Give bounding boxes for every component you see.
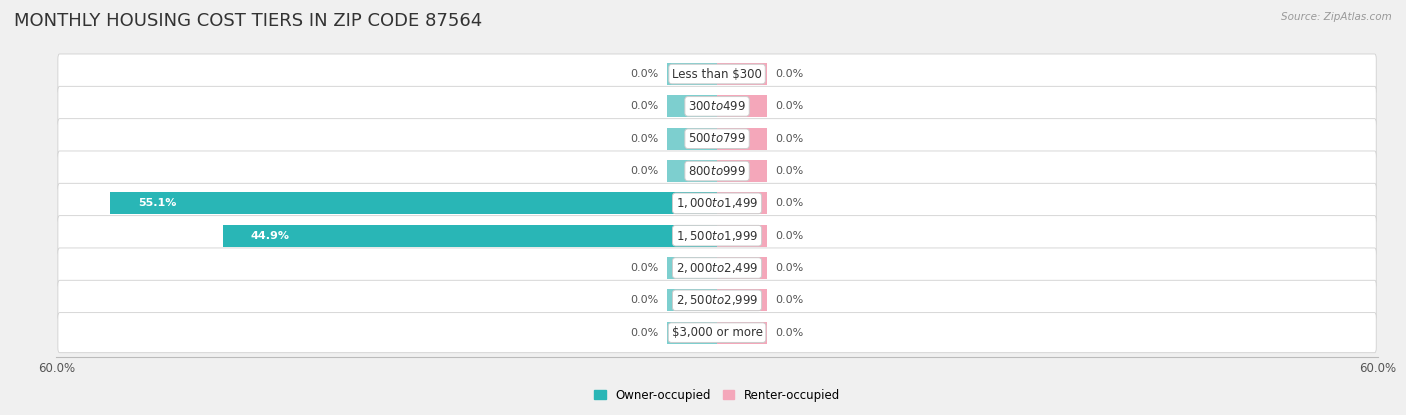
Text: 0.0%: 0.0% [776, 69, 804, 79]
Text: $1,500 to $1,999: $1,500 to $1,999 [676, 229, 758, 243]
FancyBboxPatch shape [58, 54, 1376, 94]
Text: 0.0%: 0.0% [776, 231, 804, 241]
Bar [668, 289, 717, 311]
Text: $800 to $999: $800 to $999 [688, 164, 747, 178]
FancyBboxPatch shape [58, 183, 1376, 223]
Bar [717, 225, 766, 247]
FancyBboxPatch shape [58, 312, 1376, 353]
Text: 0.0%: 0.0% [776, 295, 804, 305]
Text: 0.0%: 0.0% [630, 69, 658, 79]
Bar [668, 257, 717, 279]
Text: 0.0%: 0.0% [630, 328, 658, 338]
Bar [717, 160, 766, 182]
Text: 0.0%: 0.0% [776, 328, 804, 338]
FancyBboxPatch shape [58, 248, 1376, 288]
Bar [668, 95, 717, 117]
Bar [717, 289, 766, 311]
Text: $1,000 to $1,499: $1,000 to $1,499 [676, 196, 758, 210]
Bar [717, 95, 766, 117]
Bar [717, 322, 766, 344]
FancyBboxPatch shape [58, 216, 1376, 256]
Bar [222, 225, 717, 247]
Text: MONTHLY HOUSING COST TIERS IN ZIP CODE 87564: MONTHLY HOUSING COST TIERS IN ZIP CODE 8… [14, 12, 482, 30]
Bar [717, 128, 766, 150]
Text: 44.9%: 44.9% [250, 231, 290, 241]
Text: Less than $300: Less than $300 [672, 68, 762, 81]
Text: 55.1%: 55.1% [138, 198, 176, 208]
Bar [717, 63, 766, 85]
FancyBboxPatch shape [58, 280, 1376, 320]
Text: 0.0%: 0.0% [776, 134, 804, 144]
Text: 0.0%: 0.0% [630, 295, 658, 305]
Text: 0.0%: 0.0% [630, 101, 658, 111]
Legend: Owner-occupied, Renter-occupied: Owner-occupied, Renter-occupied [589, 384, 845, 406]
Text: 0.0%: 0.0% [630, 134, 658, 144]
Bar [668, 322, 717, 344]
Text: 0.0%: 0.0% [776, 198, 804, 208]
Text: $300 to $499: $300 to $499 [688, 100, 747, 113]
Bar [110, 193, 717, 214]
Text: 0.0%: 0.0% [776, 166, 804, 176]
Bar [668, 128, 717, 150]
Text: 0.0%: 0.0% [630, 166, 658, 176]
Bar [668, 160, 717, 182]
Text: $2,000 to $2,499: $2,000 to $2,499 [676, 261, 758, 275]
Text: 0.0%: 0.0% [776, 263, 804, 273]
Text: $2,500 to $2,999: $2,500 to $2,999 [676, 293, 758, 308]
Bar [668, 63, 717, 85]
Text: $500 to $799: $500 to $799 [688, 132, 747, 145]
Bar [717, 193, 766, 214]
FancyBboxPatch shape [58, 119, 1376, 159]
FancyBboxPatch shape [58, 86, 1376, 127]
FancyBboxPatch shape [58, 151, 1376, 191]
Text: $3,000 or more: $3,000 or more [672, 326, 762, 339]
Text: 0.0%: 0.0% [630, 263, 658, 273]
Bar [717, 257, 766, 279]
Text: 0.0%: 0.0% [776, 101, 804, 111]
Text: Source: ZipAtlas.com: Source: ZipAtlas.com [1281, 12, 1392, 22]
